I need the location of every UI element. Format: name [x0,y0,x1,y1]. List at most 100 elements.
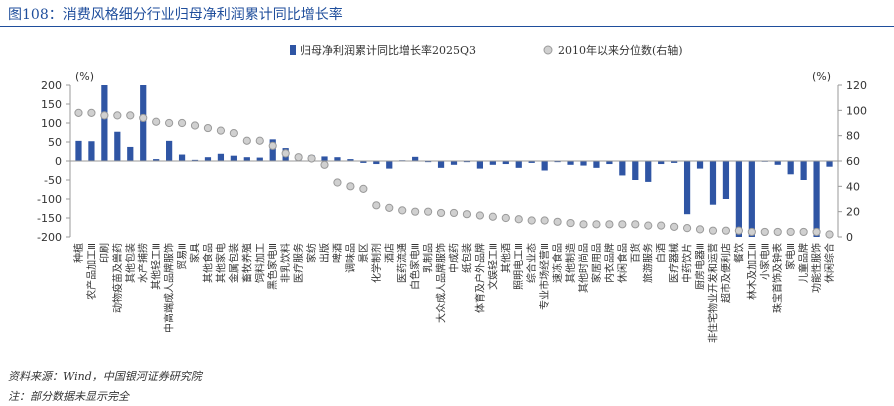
bar [178,154,186,161]
x-tick-label: 乳制品 [422,243,435,273]
x-tick-label: 儿童品牌 [797,243,810,283]
right-tick-label: 80 [846,130,860,143]
bar-series [75,85,833,237]
x-tick-label: 调味品 [345,243,357,273]
bar [114,131,121,161]
bar [515,161,522,168]
legend-point-swatch [543,45,553,55]
bar [101,85,108,161]
bar [437,161,445,168]
left-tick-label: -50 [44,174,62,187]
bar [619,161,626,176]
x-tick-label: 中成药 [448,243,461,273]
bar [463,161,471,163]
right-tick-label: 120 [846,79,867,92]
point [307,154,316,163]
point [139,113,148,123]
right-tick-label: 20 [846,206,860,219]
point [631,220,640,229]
bar [709,161,717,205]
point [773,227,782,237]
point [320,160,329,169]
point [670,222,679,231]
left-tick-label: -200 [37,231,62,244]
bar [748,161,755,237]
x-tick-label: 白酒 [655,243,668,263]
x-tick-label: 旅游服务 [642,243,655,283]
x-tick-label: 饲料加工 [253,243,266,283]
x-tick-label: 金属包装 [227,243,240,283]
x-tick-label: 百货 [629,243,642,263]
x-tick-label: 其他时尚品 [577,243,590,293]
source-note: 资料来源：Wind，中国银河证券研究院 [8,370,202,383]
point [372,201,381,210]
x-tick-label: 综合业态 [525,243,538,283]
bar [696,161,704,169]
right-axis-unit: (%) [812,70,831,83]
x-tick-label: 印刷 [99,243,111,263]
left-tick-label: -100 [37,193,62,206]
x-tick-label: 种植 [72,243,85,263]
point [333,178,342,187]
right-tick-label: 40 [846,180,860,193]
x-tick-label: 家电Ⅲ [784,243,797,270]
left-tick-label: 50 [48,136,62,149]
point [100,111,109,120]
x-tick-label: 中高端成人品牌服饰 [163,243,176,333]
bar [127,146,134,161]
bar [360,161,367,163]
x-tick-label: 家纺 [305,243,318,263]
point [501,213,510,223]
point [540,216,549,225]
bar [645,161,652,182]
point [592,220,601,229]
bar [256,157,263,161]
x-tick-label: 非住宅物业开发和运营 [706,243,719,343]
x-tick-label: 厨房电器Ⅲ [694,243,707,290]
bar [502,161,509,165]
bar [722,161,730,199]
point [398,206,407,215]
x-tick-label: 其他制造 [564,243,577,283]
x-tick-label: 其他家电 [214,243,227,283]
legend-point-label: 2010年以来分位数(右轴) [558,43,683,57]
x-tick-label: 医疗服务 [292,243,305,283]
x-tick-label: 景区 [358,243,370,263]
x-tick-label: 其他酒 [499,243,512,273]
left-axis-unit: (%) [75,70,94,83]
bar [683,161,691,215]
point [385,203,394,212]
bar [140,85,147,161]
bar [813,161,820,237]
x-tick-label: 酒店 [383,243,396,263]
bar [88,141,95,161]
point [436,208,446,218]
point [579,220,588,229]
point [152,117,161,126]
left-tick-label: 200 [41,79,62,92]
x-tick-label: 医疗器械 [668,243,681,283]
point [242,136,251,145]
point [255,136,264,145]
point [721,226,731,235]
x-tick-label: 小家电Ⅲ [758,243,771,280]
left-axis-ticks: -200 -150 -100 -50 0 50 100 150 200 [37,79,70,244]
point [475,211,484,220]
bar [230,155,237,161]
bar [580,161,587,166]
x-tick-label: 餐饮 [732,243,745,263]
bar [75,140,82,161]
bar [412,156,419,161]
x-tick-label: 白色家电Ⅲ [409,243,422,290]
point [126,111,135,120]
left-tick-label: 100 [41,117,62,130]
point [812,227,821,237]
point [618,220,627,229]
bar [541,161,548,171]
x-tick-label: 其他食品 [201,243,214,283]
x-tick-label: 大众成人品牌服饰 [435,243,448,323]
right-axis-ticks: 0 20 40 60 80 100 120 [838,79,867,244]
bar [204,157,212,161]
point [734,226,743,235]
